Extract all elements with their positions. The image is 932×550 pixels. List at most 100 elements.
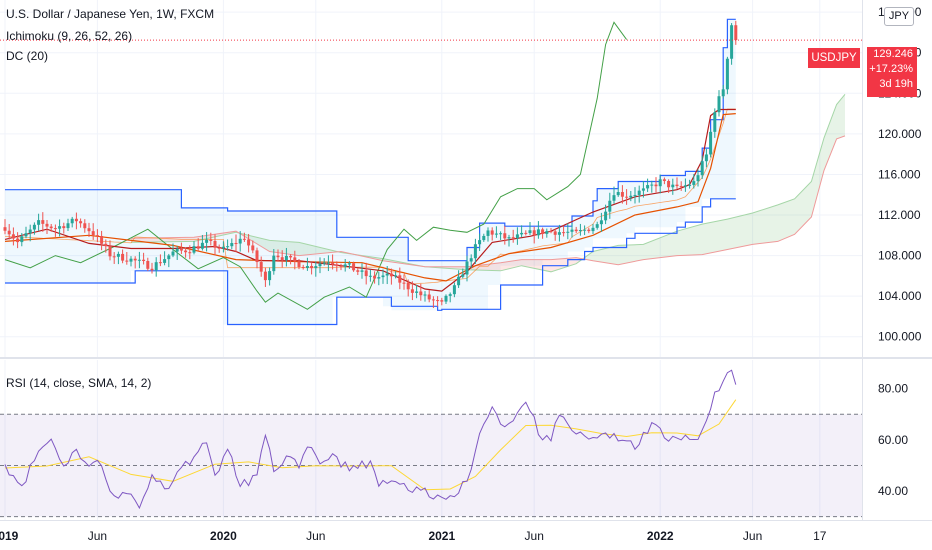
candle — [520, 232, 524, 235]
ichimoku-cloud-segment — [677, 230, 682, 256]
candle — [87, 228, 91, 232]
candle — [108, 246, 112, 257]
candle — [482, 235, 486, 241]
ichimoku-cloud-segment — [534, 259, 539, 270]
candle — [293, 257, 297, 262]
ichimoku-legend[interactable]: Ichimoku (9, 26, 52, 26) — [6, 29, 133, 43]
candle — [314, 266, 318, 269]
candle — [53, 228, 57, 230]
candle — [545, 231, 549, 234]
candle — [158, 262, 162, 264]
ichimoku-cloud-segment — [147, 238, 152, 243]
ichimoku-cloud-segment — [320, 247, 325, 254]
candle — [360, 270, 364, 272]
donchian-legend[interactable]: DC (20) — [6, 49, 49, 63]
candle — [112, 256, 116, 258]
candle — [604, 211, 608, 221]
candle — [389, 273, 393, 277]
candle — [377, 277, 381, 279]
currency-button[interactable]: JPY — [884, 7, 914, 26]
ichimoku-cloud-segment — [500, 262, 505, 271]
candle — [692, 181, 696, 185]
candle — [305, 265, 309, 268]
candle — [154, 262, 158, 271]
ichimoku-cloud-segment — [731, 217, 736, 249]
candle — [343, 264, 347, 267]
rsi-pane — [0, 360, 862, 520]
ichimoku-cloud-segment — [168, 237, 173, 242]
ichimoku-cloud-segment — [773, 204, 778, 242]
candle — [16, 238, 20, 243]
candle — [616, 192, 620, 196]
rsi-axis-label: 40.00 — [878, 484, 908, 498]
chikou-span — [4, 21, 628, 310]
ichimoku-cloud-segment — [681, 228, 686, 256]
time-axis-label: Jun — [525, 529, 544, 543]
price-axis-label: 112.000 — [878, 208, 921, 222]
candle — [175, 248, 179, 252]
candle — [629, 195, 633, 198]
ichimoku-cloud-segment — [618, 245, 623, 265]
symbol-title[interactable]: U.S. Dollar / Japanese Yen, 1W, FXCM — [6, 7, 215, 21]
candle — [587, 229, 591, 232]
candle — [28, 229, 32, 234]
candle — [251, 245, 255, 251]
ichimoku-cloud-segment — [702, 223, 707, 255]
candle — [700, 161, 704, 176]
candle — [45, 223, 49, 227]
candle — [297, 261, 301, 267]
ichimoku-cloud-segment — [282, 241, 287, 254]
candle — [301, 266, 305, 268]
ichimoku-cloud-segment — [672, 231, 677, 257]
time-axis-label: Jun — [306, 529, 325, 543]
ichimoku-cloud-segment — [794, 194, 799, 235]
candle — [49, 226, 53, 229]
candle — [528, 230, 532, 234]
candle — [352, 263, 356, 271]
candle — [167, 255, 171, 260]
candle — [209, 239, 213, 241]
candle — [79, 221, 83, 224]
candle — [238, 238, 242, 244]
ichimoku-cloud-segment — [735, 216, 740, 248]
rsi-legend[interactable]: RSI (14, close, SMA, 14, 2) — [6, 376, 152, 390]
ichimoku-cloud-segment — [824, 126, 829, 171]
candle — [364, 270, 368, 277]
candle — [24, 233, 28, 237]
candle — [679, 186, 683, 188]
candle — [696, 175, 700, 182]
candle — [255, 250, 259, 263]
candle — [410, 289, 414, 293]
candle — [7, 230, 11, 235]
candle — [507, 237, 511, 239]
candle — [646, 185, 650, 189]
candle — [179, 248, 183, 251]
candle — [284, 255, 288, 261]
candle — [276, 255, 280, 258]
ichimoku-cloud-segment — [593, 250, 598, 262]
candle — [230, 243, 234, 247]
candle — [373, 275, 377, 279]
ichimoku-cloud-segment — [744, 213, 749, 247]
candle — [566, 231, 570, 233]
symbol-price-tag: USDJPY — [808, 48, 860, 68]
candle — [427, 294, 431, 300]
candle — [259, 262, 263, 272]
ichimoku-cloud-segment — [639, 244, 644, 261]
candle — [595, 224, 599, 228]
candle — [263, 271, 267, 281]
candle — [200, 242, 204, 249]
candle — [247, 239, 251, 246]
ichimoku-cloud-segment — [756, 210, 761, 244]
candle — [641, 188, 645, 191]
candle — [32, 224, 36, 230]
ichimoku-cloud-segment — [597, 249, 602, 263]
ichimoku-cloud-segment — [303, 243, 308, 256]
candle — [511, 237, 515, 239]
candle — [675, 184, 679, 187]
candle — [557, 232, 561, 235]
candle — [562, 232, 566, 234]
ichimoku-cloud-segment — [265, 239, 270, 252]
candle — [583, 229, 587, 231]
candle — [339, 265, 343, 267]
